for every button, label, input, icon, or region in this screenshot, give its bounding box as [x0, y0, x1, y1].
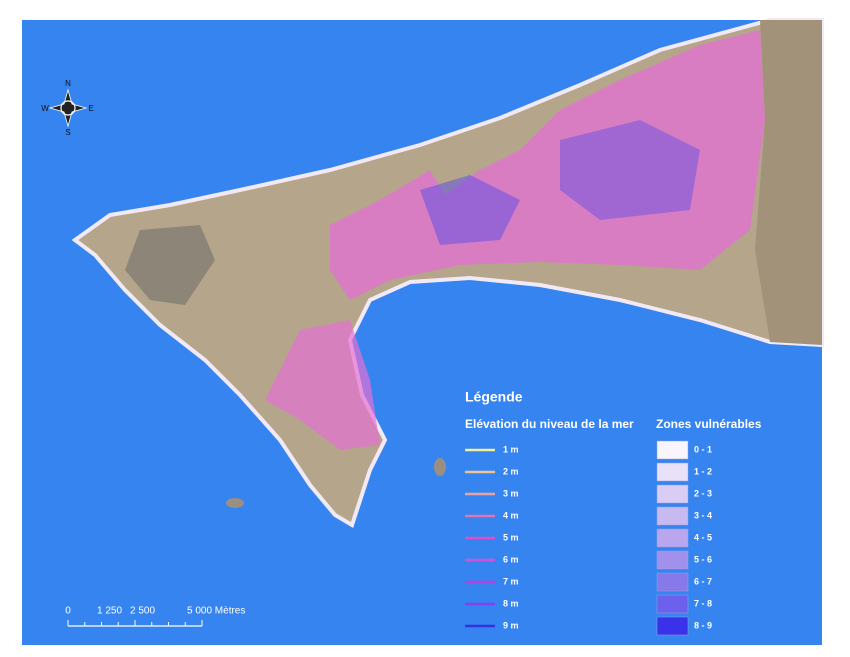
compass: N S E W	[41, 79, 93, 137]
legend-label: 4 m	[503, 510, 519, 520]
legend-label: 5 m	[503, 532, 519, 542]
scale-label: 1 250	[97, 606, 122, 617]
legend-swatch	[656, 550, 689, 570]
compass-label: S	[65, 128, 70, 137]
legend-swatch	[656, 462, 689, 482]
legend-label: 5 - 6	[694, 554, 712, 564]
legend-label: 7 m	[503, 576, 519, 586]
legend-label: 2 m	[503, 466, 519, 476]
scale-bar: 0 1 250 2 500 5 000 Mètres	[65, 606, 245, 627]
compass-label: E	[88, 104, 93, 113]
legend-label: 3 m	[503, 488, 519, 498]
compass-label: N	[65, 79, 71, 88]
legend-title: Légende	[465, 389, 523, 405]
legend-label: 1 - 2	[694, 466, 712, 476]
legend-label: 0 - 1	[694, 444, 712, 454]
legend-label: 8 - 9	[694, 620, 712, 630]
scale-label: 5 000 Mètres	[187, 606, 245, 617]
legend-label: 9 m	[503, 620, 519, 630]
legend-label: 4 - 5	[694, 532, 712, 542]
legend-swatch	[656, 440, 689, 460]
legend-label: 6 - 7	[694, 576, 712, 586]
legend-label: 2 - 3	[694, 488, 712, 498]
legend-header: Elévation du niveau de la mer	[465, 417, 634, 431]
legend-label: 6 m	[503, 554, 519, 564]
legend-swatch	[656, 506, 689, 526]
legend-swatch	[656, 572, 689, 592]
legend-swatch	[656, 484, 689, 504]
legend: Légende Elévation du niveau de la mer Zo…	[465, 389, 762, 636]
legend-label: 1 m	[503, 444, 519, 454]
legend-swatch	[656, 594, 689, 614]
compass-label: W	[41, 104, 49, 113]
legend-header: Zones vulnérables	[656, 417, 762, 431]
legend-label: 3 - 4	[694, 510, 712, 520]
legend-label: 7 - 8	[694, 598, 712, 608]
scale-label: 2 500	[130, 606, 155, 617]
legend-label: 8 m	[503, 598, 519, 608]
land	[71, 18, 824, 528]
scale-label: 0	[65, 606, 71, 617]
legend-swatch	[656, 616, 689, 636]
legend-swatch	[656, 528, 689, 548]
